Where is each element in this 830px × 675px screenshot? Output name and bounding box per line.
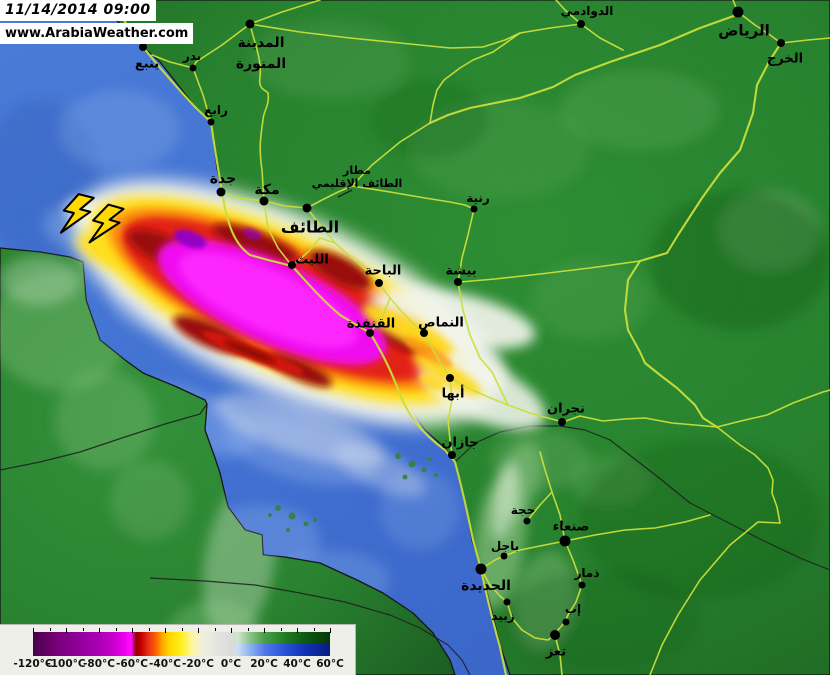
storm-cell — [67, 180, 497, 426]
city-label: رابغ — [204, 103, 228, 117]
city-dot — [207, 118, 215, 126]
legend-tick — [214, 628, 216, 631]
city-label: جدة — [210, 171, 236, 187]
legend-tick — [115, 628, 117, 631]
legend-tick-label: 60°C — [316, 658, 344, 670]
legend-tick-label: -80°C — [83, 658, 115, 670]
city-label: نجران — [547, 402, 585, 417]
legend-tick — [247, 628, 249, 631]
legend-tick — [313, 628, 315, 631]
city-label: مكة — [254, 182, 279, 198]
city-dot — [366, 329, 374, 337]
road-network — [106, 0, 830, 675]
city-dot — [559, 535, 571, 547]
legend-tick — [132, 628, 133, 633]
legend-tick-label: -120°C — [13, 658, 53, 670]
city-dot — [375, 279, 383, 287]
city-dot — [523, 517, 531, 525]
legend-tick — [264, 628, 265, 633]
city-label: رنية — [466, 191, 490, 205]
city-dot — [500, 552, 508, 560]
city-dot — [578, 581, 586, 589]
city-label: القنفذة — [347, 317, 396, 332]
legend-tick — [99, 628, 100, 633]
city-label: الباحة — [365, 264, 402, 279]
legend-tick — [33, 628, 34, 633]
legend-colorbar — [33, 632, 330, 656]
city-dot — [245, 19, 255, 29]
city-label: الحديدة — [461, 578, 511, 594]
city-label: ينبع — [135, 57, 159, 72]
legend-tick — [82, 628, 84, 631]
legend-tick — [297, 628, 298, 633]
city-dot — [577, 20, 585, 28]
city-label: أبها — [442, 385, 465, 402]
timestamp: 11/14/2014 09:00 — [0, 0, 156, 21]
city-label: الطائف — [281, 218, 339, 237]
legend-tick-labels: -120°C -100°C -80°C -60°C -40°C -20°C 0°C 20°C 4… — [0, 658, 355, 672]
city-label: جازان — [441, 436, 478, 451]
city-label: بدر — [182, 49, 201, 63]
legend-tick-label: 20°C — [250, 658, 278, 670]
legend-tick — [330, 628, 331, 633]
city-label: حجة — [511, 503, 536, 517]
city-label: إب — [565, 602, 581, 616]
legend-tick — [280, 628, 282, 631]
city-dot — [562, 618, 570, 626]
city-dot — [139, 43, 147, 51]
legend-tick — [148, 628, 150, 631]
legend-tick — [231, 628, 232, 633]
city-label: الرياض — [718, 21, 770, 39]
legend-tick-label: -40°C — [149, 658, 181, 670]
legend-tick — [165, 628, 166, 633]
city-label: النماص — [418, 316, 464, 331]
legend-tick — [66, 628, 67, 633]
city-dot — [454, 278, 462, 286]
legend-gradient-ir — [33, 632, 330, 644]
city-label: ذمار — [573, 566, 599, 580]
city-dot — [302, 203, 312, 213]
legend-tick — [49, 628, 51, 631]
legend-tick-label: -20°C — [182, 658, 214, 670]
city-label: المدينة المنورة — [236, 35, 286, 72]
city-label: الخرج — [767, 52, 803, 67]
city-dot — [446, 374, 454, 382]
city-label: زبيد — [491, 609, 514, 623]
city-dot — [732, 6, 744, 18]
storm-purple-spot — [173, 229, 207, 249]
city-label: باجل — [491, 539, 519, 553]
city-dot — [470, 205, 478, 213]
legend-tick-label: 0°C — [220, 658, 242, 670]
legend-tick-label: -100°C — [46, 658, 86, 670]
city-dot — [189, 64, 197, 72]
city-dot — [475, 563, 487, 575]
city-label: الليث — [295, 253, 329, 268]
legend-tick — [198, 628, 199, 633]
city-label: صنعاء — [553, 520, 590, 535]
city-dot — [503, 598, 511, 606]
city-label: بيشة — [445, 264, 476, 279]
watermark-url: www.ArabiaWeather.com — [0, 23, 194, 44]
city-dot — [550, 630, 560, 640]
city-dot — [259, 196, 269, 206]
city-dot — [558, 418, 566, 426]
city-label: تعز — [545, 645, 566, 660]
legend-tick-label: -60°C — [116, 658, 148, 670]
city-label: مطار الطائف الإقليمي — [312, 164, 402, 190]
city-dot — [777, 39, 785, 47]
legend-gradient-vis — [33, 644, 330, 656]
city-dot — [448, 451, 456, 459]
city-dot — [216, 187, 226, 197]
city-label: الدوادمي — [561, 4, 614, 19]
city-dot — [288, 261, 296, 269]
temperature-legend: -120°C -100°C -80°C -60°C -40°C -20°C 0°C 20°C 4… — [0, 624, 356, 675]
legend-tick-label: 40°C — [283, 658, 311, 670]
legend-tick — [181, 628, 183, 631]
city-dot — [420, 329, 428, 337]
